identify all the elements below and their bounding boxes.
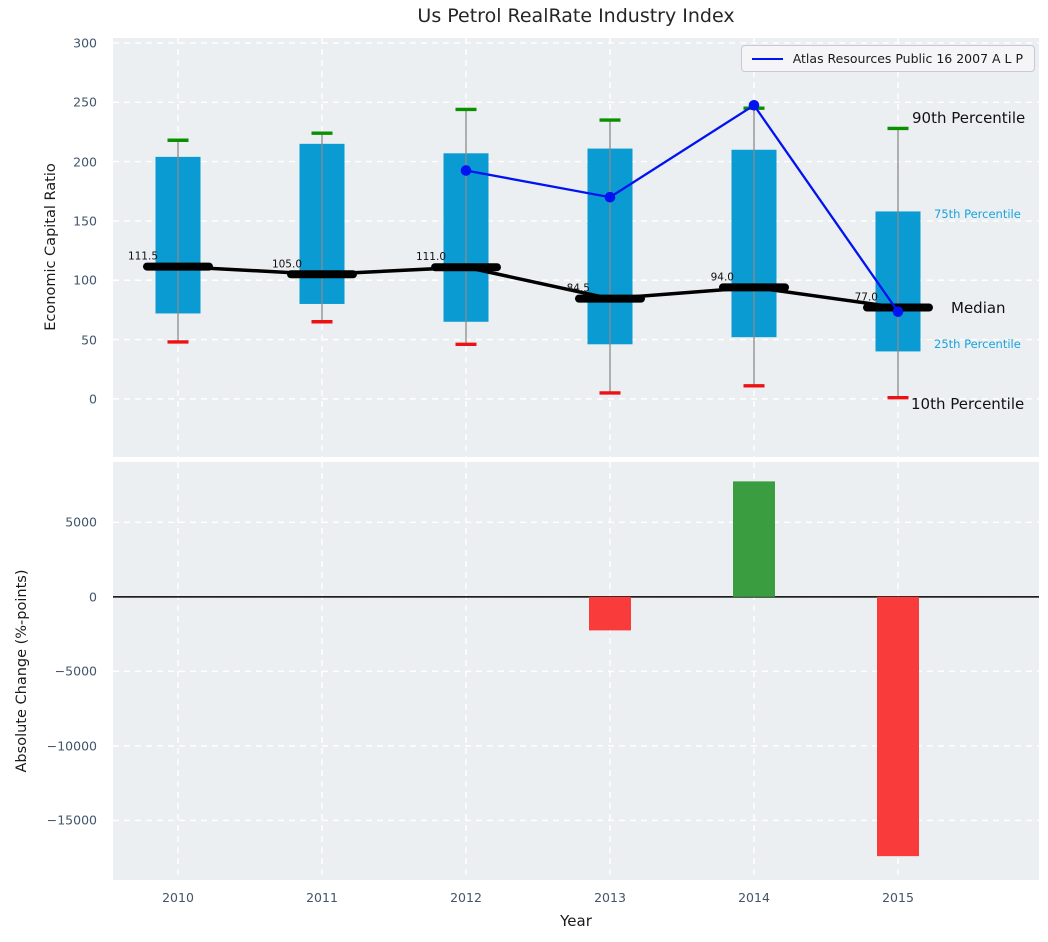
bottom-y-axis-label: Absolute Change (%-points)	[14, 569, 30, 773]
atlas-series-marker	[460, 165, 472, 176]
median-value-label: 111.5	[128, 251, 158, 263]
x-tick-2014: 2014	[738, 890, 770, 905]
top-y-tick-150: 150	[73, 213, 97, 229]
change-bar-2013	[589, 596, 631, 631]
x-axis-label: Year	[560, 912, 592, 930]
top-y-tick-300: 300	[73, 35, 97, 51]
percentile-box-2015	[875, 126, 921, 400]
atlas-series-marker	[892, 306, 904, 317]
percentile-box-2013	[587, 118, 633, 395]
atlas-series-line	[465, 103, 899, 313]
legend: Atlas Resources Public 16 2007 A L P	[740, 45, 1035, 72]
median-value-label: 84.5	[567, 283, 590, 295]
median-value-label: 77.0	[855, 292, 878, 304]
percentile-box-2012	[443, 107, 489, 347]
bottom-plot-canvas	[113, 462, 1039, 880]
top-plot-canvas: 111.5 105.0 111.0 84.5 94.0 77.0	[113, 38, 1039, 457]
legend-label: Atlas Resources Public 16 2007 A L P	[792, 51, 1023, 66]
x-tick-2013: 2013	[594, 890, 626, 905]
annotation-25th-percentile: 25th Percentile	[934, 337, 1021, 352]
x-tick-2010: 2010	[162, 890, 194, 905]
atlas-series-marker	[748, 99, 760, 111]
chart-title: Us Petrol RealRate Industry Index	[417, 5, 735, 27]
top-y-tick-0: 0	[89, 391, 97, 407]
change-bar-2015	[877, 596, 919, 857]
top-y-tick-200: 200	[73, 154, 97, 170]
bottom-y-tick: −10000	[46, 738, 97, 754]
percentile-box-2011	[299, 131, 345, 324]
top-y-axis-label: Economic Capital Ratio	[43, 163, 59, 331]
annotation-median: Median	[951, 299, 1006, 318]
annotation-10th-percentile: 10th Percentile	[911, 395, 1025, 414]
bottom-y-tick: −5000	[54, 663, 97, 679]
atlas-series-marker	[604, 191, 616, 203]
bottom-subplot-change-chart	[113, 462, 1039, 880]
bottom-y-tick: 5000	[65, 514, 97, 530]
top-y-tick-100: 100	[73, 272, 97, 288]
x-tick-2015: 2015	[882, 890, 914, 905]
top-subplot-percentile-chart: 111.5 105.0 111.0 84.5 94.0 77.0 Atlas Resour…	[113, 38, 1039, 457]
top-y-tick-250: 250	[73, 94, 97, 110]
annotation-75th-percentile: 75th Percentile	[934, 207, 1021, 222]
annotation-90th-percentile: 90th Percentile	[912, 109, 1026, 128]
median-value-label: 94.0	[711, 271, 734, 283]
x-tick-2011: 2011	[306, 890, 338, 905]
legend-line-sample-icon	[751, 57, 783, 60]
median-connect-line	[177, 264, 899, 310]
percentile-box-2010	[155, 138, 201, 344]
change-bar-2014	[733, 481, 775, 597]
bottom-y-tick: 0	[89, 589, 97, 605]
top-y-tick-50: 50	[81, 332, 97, 348]
bottom-y-tick: −15000	[46, 812, 97, 828]
percentile-box-2014	[731, 106, 777, 388]
median-value-label: 105.0	[272, 258, 302, 270]
median-value-label: 111.0	[416, 251, 446, 263]
x-tick-2012: 2012	[450, 890, 482, 905]
